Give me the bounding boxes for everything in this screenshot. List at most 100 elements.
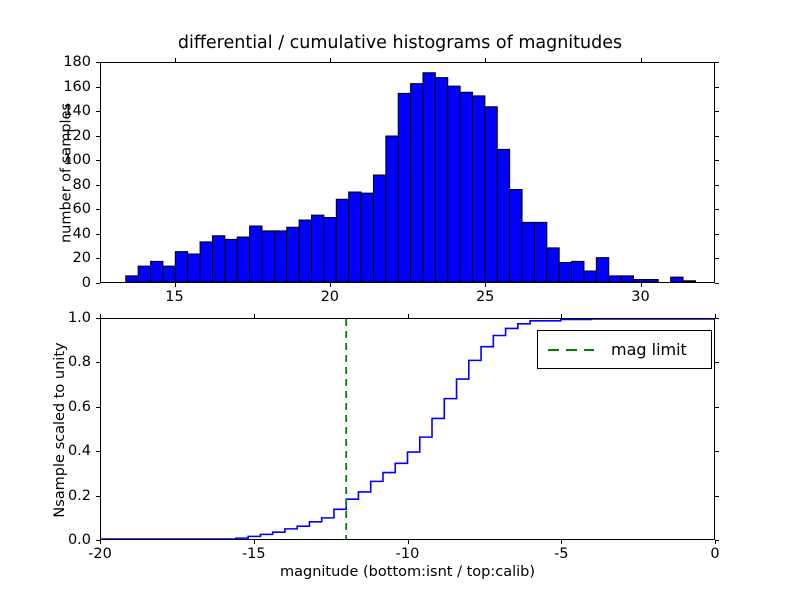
y-tick-mark — [96, 318, 100, 319]
y-tick-mark — [96, 283, 100, 284]
y-tick-label: 0.4 — [67, 443, 91, 460]
x-tick-mark-top — [253, 314, 255, 318]
x-tick-mark — [407, 540, 409, 544]
x-tick-mark-top — [100, 314, 101, 318]
histogram-bar — [683, 281, 695, 282]
y-tick-mark-right — [715, 86, 719, 88]
x-tick-mark — [174, 283, 176, 287]
y-tick-label: 0.0 — [67, 532, 91, 548]
histogram-bar — [646, 280, 658, 282]
x-tick-mark — [485, 283, 487, 287]
y-tick-mark-right — [715, 111, 719, 113]
y-tick-mark-right — [715, 160, 719, 162]
x-tick-label: 20 — [320, 289, 340, 305]
cumulative-curve — [101, 319, 714, 539]
y-tick-mark-right — [715, 62, 719, 63]
differential-histogram-plot — [100, 62, 715, 283]
histogram-bar — [373, 175, 385, 282]
bottom-plot-x-axis-label: magnitude (bottom:isnt / top:calib) — [279, 564, 535, 580]
histogram-bar — [287, 227, 299, 282]
x-tick-mark — [253, 540, 255, 544]
x-tick-label: -15 — [241, 546, 266, 562]
histogram-bar — [621, 276, 633, 282]
legend-label-mag-limit: mag limit — [611, 340, 687, 359]
y-tick-mark-right — [715, 406, 719, 408]
y-tick-mark-right — [715, 495, 719, 497]
y-tick-label: 160 — [63, 78, 91, 95]
x-tick-mark-top — [561, 314, 563, 318]
y-tick-mark — [96, 451, 100, 453]
histogram-bar — [262, 231, 274, 282]
page-title: differential / cumulative histograms of … — [177, 33, 623, 53]
y-tick-label: 1.0 — [67, 310, 91, 326]
x-tick-label: -10 — [395, 546, 420, 562]
histogram-bar — [349, 192, 361, 282]
histogram-bar — [274, 231, 286, 282]
y-tick-mark-right — [715, 318, 719, 319]
histogram-bar — [250, 226, 262, 282]
y-tick-mark — [96, 86, 100, 88]
y-tick-label: 40 — [72, 225, 91, 242]
x-tick-label: 15 — [165, 289, 184, 305]
histogram-bar — [460, 92, 472, 282]
y-tick-mark-right — [715, 135, 719, 137]
x-tick-mark-top — [640, 58, 642, 62]
y-tick-label: 0.6 — [67, 398, 91, 415]
y-tick-mark-right — [715, 540, 719, 541]
histogram-bar — [609, 276, 621, 282]
y-tick-label: 140 — [63, 103, 91, 120]
histogram-bar — [485, 107, 497, 282]
y-tick-label: 0.2 — [67, 487, 91, 504]
histogram-bar — [547, 248, 559, 282]
histogram-bar — [473, 96, 485, 282]
histogram-bar — [435, 78, 447, 282]
histogram-bar — [126, 276, 138, 282]
y-tick-mark — [96, 135, 100, 137]
y-tick-mark — [96, 111, 100, 113]
histogram-bar — [398, 93, 410, 282]
histogram-bar — [151, 261, 163, 282]
x-tick-mark — [561, 540, 563, 544]
y-tick-mark-right — [715, 233, 719, 235]
histogram-bar — [448, 86, 460, 282]
x-tick-label: -20 — [88, 546, 112, 562]
histogram-bars-layer — [101, 63, 714, 282]
histogram-bar — [534, 222, 546, 282]
x-tick-mark — [640, 283, 642, 287]
histogram-bar — [572, 261, 584, 282]
histogram-bar — [299, 220, 311, 282]
histogram-bar — [559, 263, 571, 282]
y-tick-mark-right — [715, 209, 719, 211]
y-tick-label: 20 — [72, 250, 91, 267]
y-tick-label: 100 — [63, 152, 91, 169]
x-tick-mark — [715, 540, 716, 544]
histogram-bar — [312, 215, 324, 282]
histogram-bar — [212, 236, 224, 282]
y-tick-mark-right — [715, 283, 719, 284]
y-tick-mark — [96, 62, 100, 63]
histogram-bar — [634, 280, 646, 282]
y-tick-mark — [96, 209, 100, 211]
histogram-bar — [200, 242, 212, 282]
y-tick-label: 60 — [72, 201, 91, 218]
y-tick-mark-right — [715, 184, 719, 186]
histogram-bar — [163, 266, 175, 282]
x-tick-label: 0 — [710, 546, 720, 562]
x-tick-mark-top — [485, 58, 487, 62]
x-tick-mark-top — [174, 58, 176, 62]
histogram-bar — [411, 84, 423, 282]
y-tick-mark-right — [715, 258, 719, 260]
histogram-bar — [138, 266, 150, 282]
histogram-bar — [336, 199, 348, 282]
mag-limit-dashed-line-icon — [548, 348, 594, 351]
histogram-bar — [596, 258, 608, 282]
y-tick-mark — [96, 495, 100, 497]
y-tick-mark — [96, 258, 100, 260]
y-tick-label: 180 — [63, 54, 91, 70]
histogram-bar — [386, 136, 398, 282]
x-tick-mark-top — [715, 314, 716, 318]
cumulative-curve-layer — [101, 319, 714, 539]
y-tick-label: 0.8 — [67, 354, 91, 371]
histogram-bar — [225, 239, 237, 282]
histogram-bar — [510, 190, 522, 282]
